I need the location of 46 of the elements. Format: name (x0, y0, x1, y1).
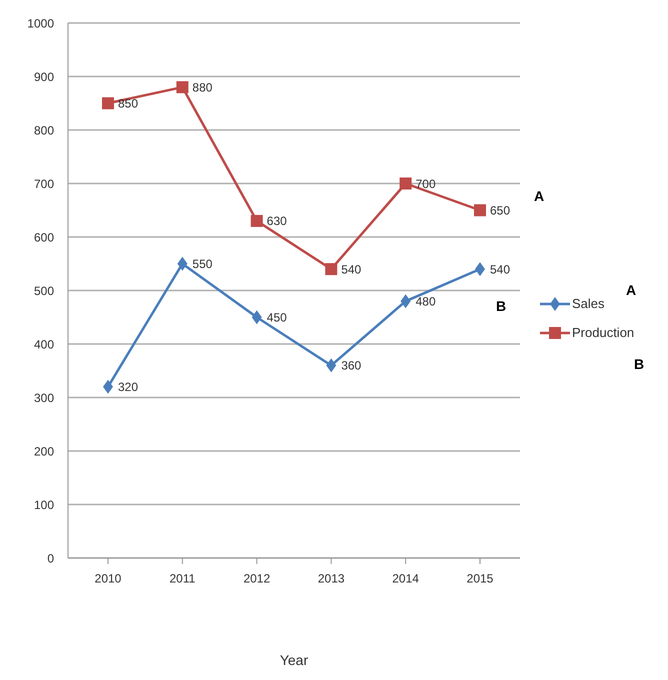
point (474, 204, 486, 216)
x-axis-title: Year (278, 652, 310, 668)
data-label: 480 (416, 294, 436, 308)
annotation: B (496, 298, 506, 314)
data-label: 320 (118, 380, 138, 394)
y-tick-label: 0 (47, 551, 54, 566)
x-tick-label: 2012 (243, 572, 270, 586)
y-tick-label: 700 (34, 176, 54, 191)
x-tick-label: 2014 (392, 572, 420, 586)
point (400, 294, 411, 308)
y-tick-label: 400 (34, 337, 54, 352)
y-tick-label: 1000 (27, 16, 54, 30)
point (326, 358, 336, 372)
text: B (634, 356, 644, 372)
y-tick-label: 600 (34, 230, 54, 244)
data-label: 550 (192, 257, 213, 272)
y-tick-label: 900 (34, 70, 54, 84)
y-tick-label: 100 (34, 498, 54, 512)
y-tick-label: 300 (34, 390, 54, 405)
data-label: 540 (341, 262, 362, 276)
data-label: 540 (490, 262, 510, 276)
y-tick-label: 800 (34, 123, 54, 138)
x-tick-label: 2013 (318, 572, 345, 586)
text: A (534, 188, 544, 204)
data-label: 360 (341, 358, 362, 373)
data-label: 630 (266, 214, 288, 228)
data-label: 450 (266, 310, 288, 325)
point (102, 97, 114, 110)
data-label: 650 (490, 204, 510, 218)
text: A (626, 282, 636, 298)
point (176, 81, 188, 94)
y-tick-label: 200 (34, 444, 54, 458)
point (252, 310, 262, 324)
legend-label: Sales (572, 296, 605, 311)
data-label: 700 (416, 176, 436, 191)
data-label: 880 (192, 80, 213, 94)
point (400, 178, 412, 190)
legend-label: Production (572, 325, 634, 340)
x-tick-label: 2015 (466, 572, 494, 586)
data-label: 850 (118, 96, 138, 111)
point (325, 263, 338, 276)
y-tick-label: 500 (34, 284, 54, 298)
point (177, 256, 188, 271)
x-tick-label: 2010 (94, 572, 122, 586)
point (250, 214, 263, 227)
x-tick-label: 2011 (169, 572, 196, 586)
